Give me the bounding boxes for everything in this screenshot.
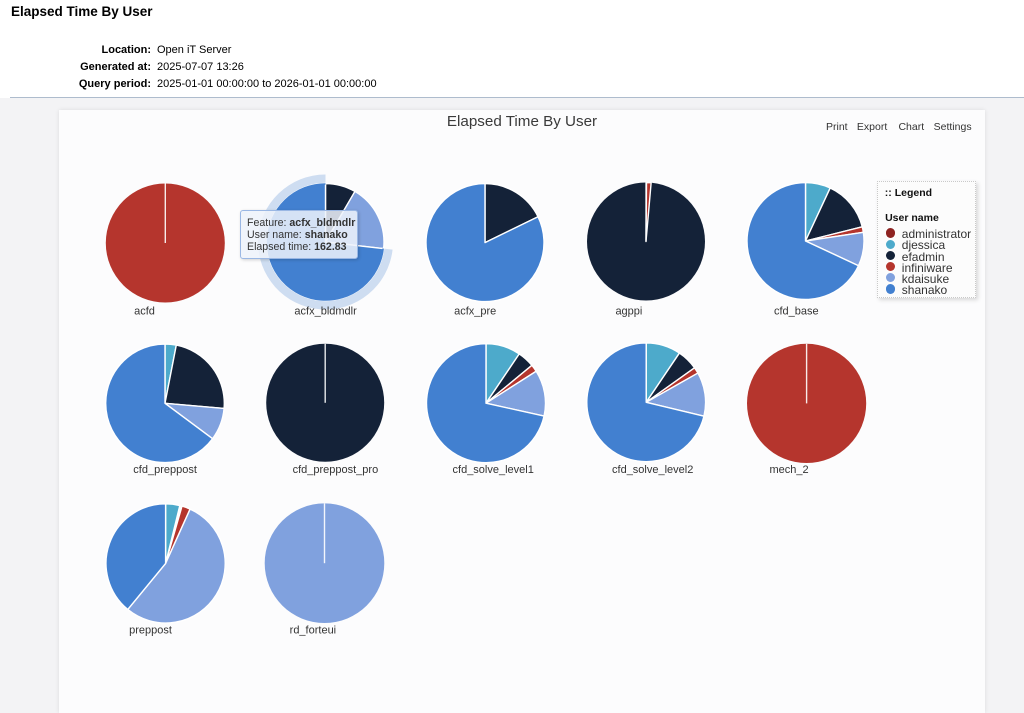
svg-text:mech_2: mech_2: [770, 464, 809, 476]
svg-text:cfd_solve_level2: cfd_solve_level2: [612, 464, 693, 476]
svg-text:cfd_preppost_pro: cfd_preppost_pro: [293, 464, 379, 476]
svg-text:acfd: acfd: [134, 305, 155, 317]
svg-text:acfx_bldmdlr: acfx_bldmdlr: [294, 305, 357, 317]
svg-text:acfx_pre: acfx_pre: [454, 305, 496, 317]
svg-text:cfd_preppost: cfd_preppost: [133, 464, 197, 476]
svg-text:preppost: preppost: [129, 625, 172, 637]
svg-text:rd_forteui: rd_forteui: [290, 625, 336, 637]
svg-text:agppi: agppi: [615, 305, 642, 317]
svg-text:cfd_base: cfd_base: [774, 305, 819, 317]
svg-text:cfd_solve_level1: cfd_solve_level1: [453, 464, 534, 476]
